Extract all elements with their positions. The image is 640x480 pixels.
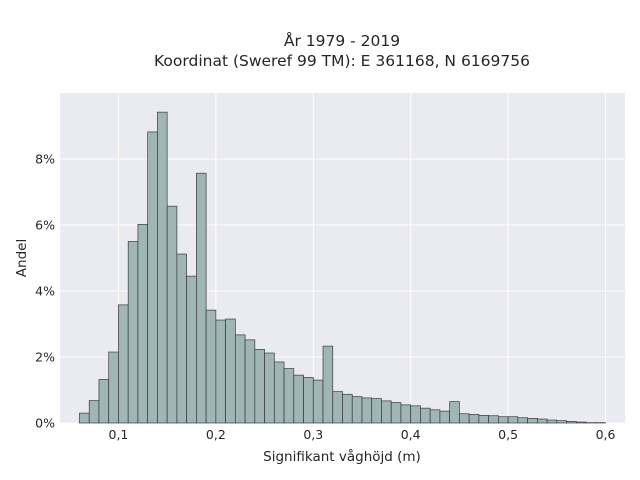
histogram-bar	[108, 351, 119, 424]
histogram-bar	[575, 421, 587, 424]
histogram-bar	[205, 309, 217, 424]
histogram-bar	[527, 418, 538, 424]
histogram-bar	[342, 393, 353, 424]
histogram-bar	[371, 398, 382, 424]
histogram-bar	[381, 400, 392, 424]
histogram-bar	[244, 339, 256, 424]
x-tick-label: 0,1	[109, 427, 129, 442]
x-tick-label: 0,6	[596, 427, 616, 442]
x-tick-label: 0,4	[401, 427, 421, 442]
histogram-bar	[215, 319, 226, 424]
histogram-bar	[351, 396, 363, 424]
histogram-bar	[176, 253, 187, 424]
histogram-bar	[166, 205, 178, 424]
histogram-bar	[234, 334, 246, 424]
histogram-bar	[546, 419, 558, 424]
histogram-bar	[312, 379, 324, 424]
histogram-bar	[283, 368, 295, 424]
histogram-bar	[361, 397, 373, 424]
x-tick-label: 0,5	[498, 427, 518, 442]
histogram-bar	[88, 400, 100, 424]
x-axis-label: Signifikant våghöjd (m)	[263, 448, 421, 465]
histogram-bar	[429, 409, 441, 424]
histogram-bar	[273, 361, 285, 424]
x-tick-label: 0,2	[206, 427, 226, 442]
histogram-bar	[488, 415, 499, 424]
histogram-bar	[332, 391, 343, 424]
histogram-bar	[420, 407, 431, 424]
histogram-bar	[98, 379, 110, 424]
histogram-bar	[127, 241, 139, 424]
histogram-bar	[478, 415, 489, 424]
histogram-bar	[410, 405, 421, 424]
histogram-bar	[79, 412, 90, 424]
y-tick-label: 6%	[35, 218, 55, 233]
histogram-bar	[517, 417, 528, 424]
histogram-bar	[459, 413, 470, 424]
y-axis-label: Andel	[14, 239, 30, 277]
histogram-bar	[264, 352, 275, 424]
histogram-bar	[147, 131, 158, 424]
y-tick-label: 0%	[35, 416, 55, 431]
histogram-bar	[439, 410, 451, 424]
histogram-bar	[225, 318, 236, 424]
y-tick-label: 4%	[35, 284, 55, 299]
histogram-bar	[157, 111, 168, 424]
y-tick-label: 2%	[35, 350, 55, 365]
x-tick-label: 0,3	[303, 427, 323, 442]
histogram-bar	[137, 223, 149, 424]
histogram-bar	[118, 304, 129, 424]
histogram-bar	[303, 377, 314, 424]
histogram-bar	[536, 418, 548, 424]
chart-title: År 1979 - 2019	[284, 31, 400, 50]
histogram-bar	[556, 420, 567, 424]
histogram-bar	[186, 275, 197, 424]
histogram-bar	[293, 374, 304, 424]
tick-labels: 0,1 0,2 0,3 0,4 0,5 0,6 0% 2% 4% 6% 8%	[35, 152, 615, 443]
histogram-bar	[196, 172, 207, 424]
histogram-bars	[79, 111, 606, 424]
y-tick-label: 8%	[35, 152, 55, 167]
histogram-bar	[468, 414, 480, 424]
histogram-bar	[400, 404, 412, 424]
histogram-bar	[507, 416, 519, 424]
chart-subtitle: Koordinat (Sweref 99 TM): E 361168, N 61…	[154, 52, 530, 70]
histogram-bar	[322, 345, 334, 424]
histogram-bar	[498, 416, 509, 424]
histogram-bar	[254, 349, 265, 424]
histogram-bar	[566, 421, 577, 424]
histogram-bar	[449, 401, 460, 424]
histogram-bar	[390, 402, 402, 424]
